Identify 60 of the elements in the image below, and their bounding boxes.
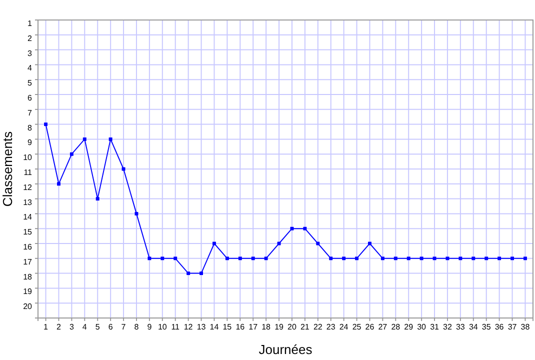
y-tick-label: 5 <box>28 78 33 88</box>
x-axis-title: Journées <box>258 342 313 357</box>
x-tick-label: 29 <box>404 322 414 332</box>
x-tick-label: 7 <box>121 322 126 332</box>
x-tick-label: 22 <box>313 322 323 332</box>
x-tick-label: 23 <box>326 322 336 332</box>
x-tick-label: 24 <box>339 322 349 332</box>
y-tick-label: 14 <box>23 212 33 222</box>
x-tick-label: 34 <box>468 322 478 332</box>
x-tick-label: 6 <box>108 322 114 332</box>
y-tick-label: 15 <box>23 228 33 237</box>
x-tick-label: 10 <box>158 322 168 332</box>
y-tick-label: 4 <box>28 64 33 73</box>
x-tick-label: 30 <box>417 322 427 332</box>
x-tick-label: 15 <box>222 322 232 332</box>
y-tick-label: 6 <box>28 94 33 102</box>
x-tick-label: 37 <box>508 322 518 332</box>
x-tick-label: 11 <box>171 322 180 332</box>
x-tick-label: 17 <box>248 322 258 332</box>
x-tick-label: 4 <box>82 322 88 332</box>
x-tick-label: 27 <box>378 322 388 332</box>
x-tick-label: 9 <box>147 322 152 332</box>
y-tick-label: 10 <box>23 153 33 162</box>
x-tick-label: 26 <box>365 322 375 332</box>
y-tick-label: 13 <box>23 198 33 207</box>
y-tick-label: 18 <box>23 272 33 282</box>
x-tick-label: 12 <box>184 322 194 332</box>
y-tick-label: 8 <box>28 123 33 132</box>
x-tick-label: 5 <box>95 322 100 332</box>
x-tick-label: 38 <box>520 322 530 332</box>
x-tick-label: 31 <box>430 322 440 332</box>
y-tick-label: 17 <box>23 257 33 266</box>
x-tick-label: 18 <box>262 322 272 332</box>
x-tick-label: 21 <box>300 322 310 332</box>
x-tick-label: 13 <box>196 322 206 332</box>
x-tick-label: 32 <box>443 322 452 332</box>
y-axis-title: Classements <box>0 130 15 207</box>
x-tick-label: 28 <box>391 322 401 332</box>
y-tick-label: 1 <box>28 19 33 28</box>
y-tick-label: 11 <box>24 168 33 177</box>
x-tick-label: 25 <box>352 322 362 332</box>
x-tick-label: 2 <box>56 322 62 332</box>
x-tick-label: 35 <box>482 322 492 332</box>
x-tick-label: 33 <box>456 322 466 332</box>
x-tick-label: 36 <box>494 322 504 332</box>
y-tick-label: 7 <box>28 108 33 118</box>
y-tick-label: 9 <box>28 138 33 148</box>
y-tick-label: 19 <box>23 287 33 296</box>
y-tick-label: 16 <box>23 242 33 252</box>
y-tick-label: 3 <box>28 48 33 58</box>
x-tick-label: 1 <box>44 322 49 332</box>
x-tick-label: 20 <box>288 322 297 332</box>
x-tick-label: 14 <box>210 322 220 332</box>
x-tick-label: 16 <box>236 322 246 332</box>
x-tick-label: 19 <box>274 322 284 332</box>
x-tick-label: 3 <box>69 322 74 332</box>
y-tick-label: 2 <box>28 34 33 43</box>
y-tick-label: 12 <box>23 182 33 192</box>
y-tick-label: 20 <box>23 302 33 312</box>
x-tick-label: 8 <box>134 322 140 332</box>
